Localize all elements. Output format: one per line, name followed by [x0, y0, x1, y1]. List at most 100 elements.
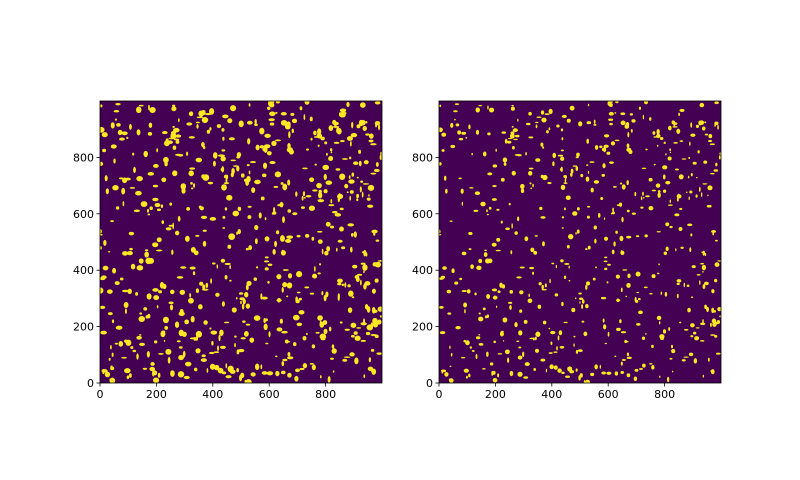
blob: [642, 363, 646, 368]
blob: [633, 376, 638, 381]
blob: [130, 346, 134, 349]
blob: [575, 297, 577, 300]
blob: [509, 290, 514, 294]
blob: [323, 328, 328, 335]
blob: [121, 187, 126, 195]
blob: [568, 265, 570, 269]
blob: [460, 357, 466, 359]
x-tick-label: 600: [259, 388, 280, 401]
blob: [568, 234, 574, 240]
blob: [600, 296, 607, 300]
blob: [519, 290, 524, 295]
blob: [508, 202, 511, 206]
blob: [651, 189, 657, 192]
blob: [193, 337, 197, 341]
blob: [229, 369, 236, 374]
blob: [478, 258, 483, 264]
blob: [585, 281, 591, 286]
blob: [621, 184, 626, 190]
blob: [610, 141, 616, 146]
blob: [224, 274, 228, 280]
blob: [336, 247, 338, 252]
blob: [454, 281, 459, 285]
blob: [236, 367, 239, 373]
blob: [486, 294, 491, 300]
blob: [179, 289, 186, 295]
blob: [513, 138, 518, 141]
blob: [329, 225, 335, 229]
blob: [476, 265, 482, 270]
blob: [100, 233, 103, 236]
blob: [195, 157, 203, 163]
blob: [541, 288, 547, 291]
blob: [528, 167, 534, 170]
blob: [282, 216, 285, 223]
blob: [277, 297, 281, 303]
blob: [581, 320, 585, 323]
blob: [180, 266, 187, 269]
blob: [662, 174, 666, 180]
blob: [153, 377, 160, 383]
blob: [495, 305, 498, 309]
blob: [669, 199, 671, 203]
blob: [528, 111, 532, 116]
blob: [222, 136, 225, 141]
blob: [374, 278, 379, 283]
blob: [101, 369, 108, 373]
blob: [269, 122, 275, 126]
blob: [691, 265, 696, 269]
blob: [504, 138, 508, 144]
blob: [565, 175, 567, 179]
blob: [254, 123, 258, 127]
blob: [464, 309, 466, 314]
blob: [626, 373, 631, 378]
blob: [331, 348, 337, 354]
blob: [379, 315, 382, 318]
blob: [172, 127, 180, 133]
blob: [374, 334, 379, 339]
blob: [193, 183, 196, 188]
blob: [100, 305, 106, 310]
blob: [375, 162, 379, 167]
blob: [368, 194, 370, 197]
blob: [254, 179, 261, 185]
blob: [100, 161, 104, 167]
blob: [603, 134, 610, 138]
blob: [362, 183, 370, 185]
blob: [230, 105, 237, 112]
blob: [449, 220, 453, 222]
blob: [678, 226, 683, 232]
blob: [359, 279, 362, 286]
blob: [512, 128, 518, 133]
blob: [468, 248, 472, 251]
blob: [367, 184, 375, 191]
blob: [511, 126, 514, 128]
blob: [539, 206, 543, 210]
blob: [363, 270, 365, 274]
blob: [238, 374, 243, 382]
blob: [253, 277, 258, 281]
blob: [193, 367, 198, 372]
blob: [285, 238, 292, 243]
blob: [644, 234, 648, 238]
blob: [323, 189, 328, 194]
blob: [303, 197, 306, 199]
blob: [245, 303, 251, 309]
blob: [585, 284, 588, 290]
blob: [172, 125, 175, 128]
blob: [683, 282, 686, 288]
blob: [690, 335, 694, 338]
blob: [269, 111, 276, 117]
blob: [115, 206, 120, 210]
blob: [123, 301, 129, 309]
blob: [113, 158, 116, 164]
blob: [124, 368, 131, 374]
blob: [656, 315, 662, 321]
blob: [564, 178, 567, 183]
blob: [287, 356, 294, 360]
blob: [280, 250, 286, 256]
blob: [129, 247, 133, 251]
blob: [334, 122, 339, 126]
blob: [492, 164, 498, 168]
blob: [264, 133, 271, 138]
